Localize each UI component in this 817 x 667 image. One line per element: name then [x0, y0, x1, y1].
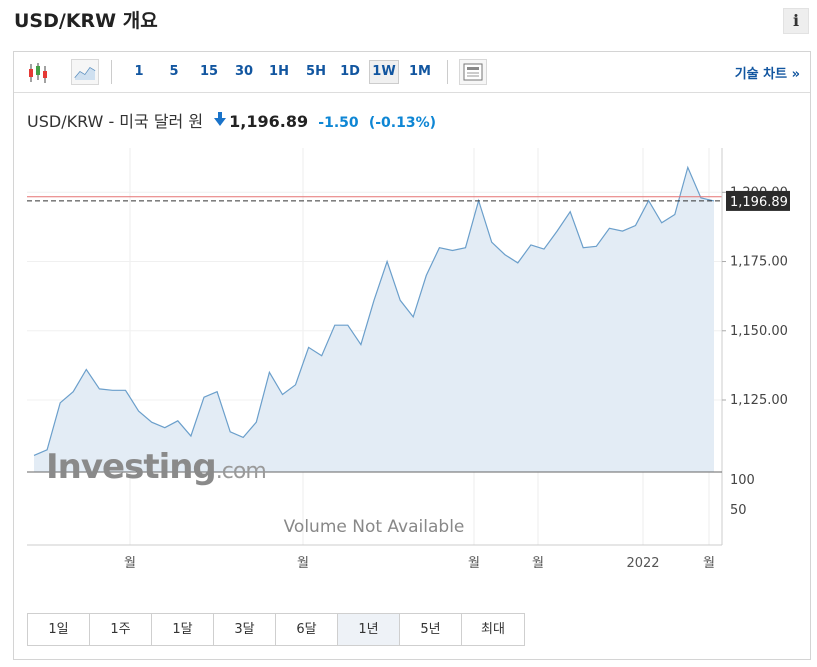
- technical-chart-link[interactable]: 기술 차트 »: [734, 67, 800, 82]
- candlestick-icon[interactable]: [23, 59, 51, 85]
- timeframe-15[interactable]: 15: [199, 64, 219, 79]
- x-tick-label: 월: [124, 556, 136, 571]
- toolbar-separator: [111, 60, 112, 84]
- last-price: 1,196.89: [229, 112, 309, 131]
- price-area: [34, 167, 714, 472]
- x-tick-label: 월: [532, 556, 544, 571]
- chart-toolbar: 1 5 15 30 1H 5H 1D 1W 1M 기술 차트 »: [14, 52, 810, 93]
- volume-message: Volume Not Available: [284, 517, 465, 537]
- toolbar-separator: [447, 60, 448, 84]
- y-tick-label: 1,125.00: [730, 393, 788, 408]
- timeframe-5[interactable]: 5: [169, 64, 179, 79]
- range-button-0[interactable]: 1일: [28, 614, 90, 645]
- range-button-6[interactable]: 5년: [400, 614, 462, 645]
- page-title: USD/KRW 개요: [14, 10, 158, 32]
- timeframe-1d[interactable]: 1D: [340, 64, 360, 79]
- volume-tick-label: 100: [730, 473, 755, 488]
- chart-container: 1 5 15 30 1H 5H 1D 1W 1M 기술 차트 » USD/KRW - 미국 달러…: [13, 51, 811, 660]
- price-change-percent: (-0.13%): [368, 115, 437, 131]
- range-selector: 1일 1주 1달 3달 6달 1년 5년 최대: [27, 613, 525, 646]
- volume-tick-label: 50: [730, 503, 747, 518]
- last-value-label: 1,196.89: [730, 195, 788, 210]
- price-chart[interactable]: 1,200.001,175.001,150.001,125.001,196.89…: [14, 52, 810, 612]
- price-line: [33, 165, 715, 456]
- range-button-1[interactable]: 1주: [90, 614, 152, 645]
- range-button-7[interactable]: 최대: [462, 614, 524, 645]
- x-tick-label: 월: [468, 556, 480, 571]
- quote-line: USD/KRW - 미국 달러 원 1,196.89 -1.50 (-0.13%…: [27, 108, 436, 132]
- timeframe-1m[interactable]: 1M: [409, 64, 431, 79]
- area-chart-icon[interactable]: [71, 59, 99, 85]
- last-value-tag: [726, 190, 790, 211]
- x-tick-label: 월: [297, 556, 309, 571]
- y-tick-label: 1,175.00: [730, 255, 788, 270]
- down-arrow-icon: [214, 111, 227, 126]
- y-tick-label: 1,150.00: [730, 324, 788, 339]
- range-button-4[interactable]: 6달: [276, 614, 338, 645]
- info-button[interactable]: i: [783, 8, 809, 34]
- range-button-5[interactable]: 1년: [338, 614, 400, 645]
- range-button-3[interactable]: 3달: [214, 614, 276, 645]
- price-change: -1.50: [318, 115, 359, 131]
- timeframe-1[interactable]: 1: [134, 64, 144, 79]
- x-tick-label: 2022: [626, 556, 659, 571]
- news-panel-icon[interactable]: [459, 59, 487, 85]
- investing-logo-watermark: Investing.com: [46, 447, 266, 487]
- instrument-name: USD/KRW - 미국 달러 원: [27, 112, 204, 131]
- x-tick-label: 월: [703, 556, 715, 571]
- timeframe-30[interactable]: 30: [234, 64, 254, 79]
- range-button-2[interactable]: 1달: [152, 614, 214, 645]
- timeframe-5h[interactable]: 5H: [306, 64, 326, 79]
- timeframe-1h[interactable]: 1H: [269, 64, 289, 79]
- timeframe-1w[interactable]: 1W: [369, 60, 399, 84]
